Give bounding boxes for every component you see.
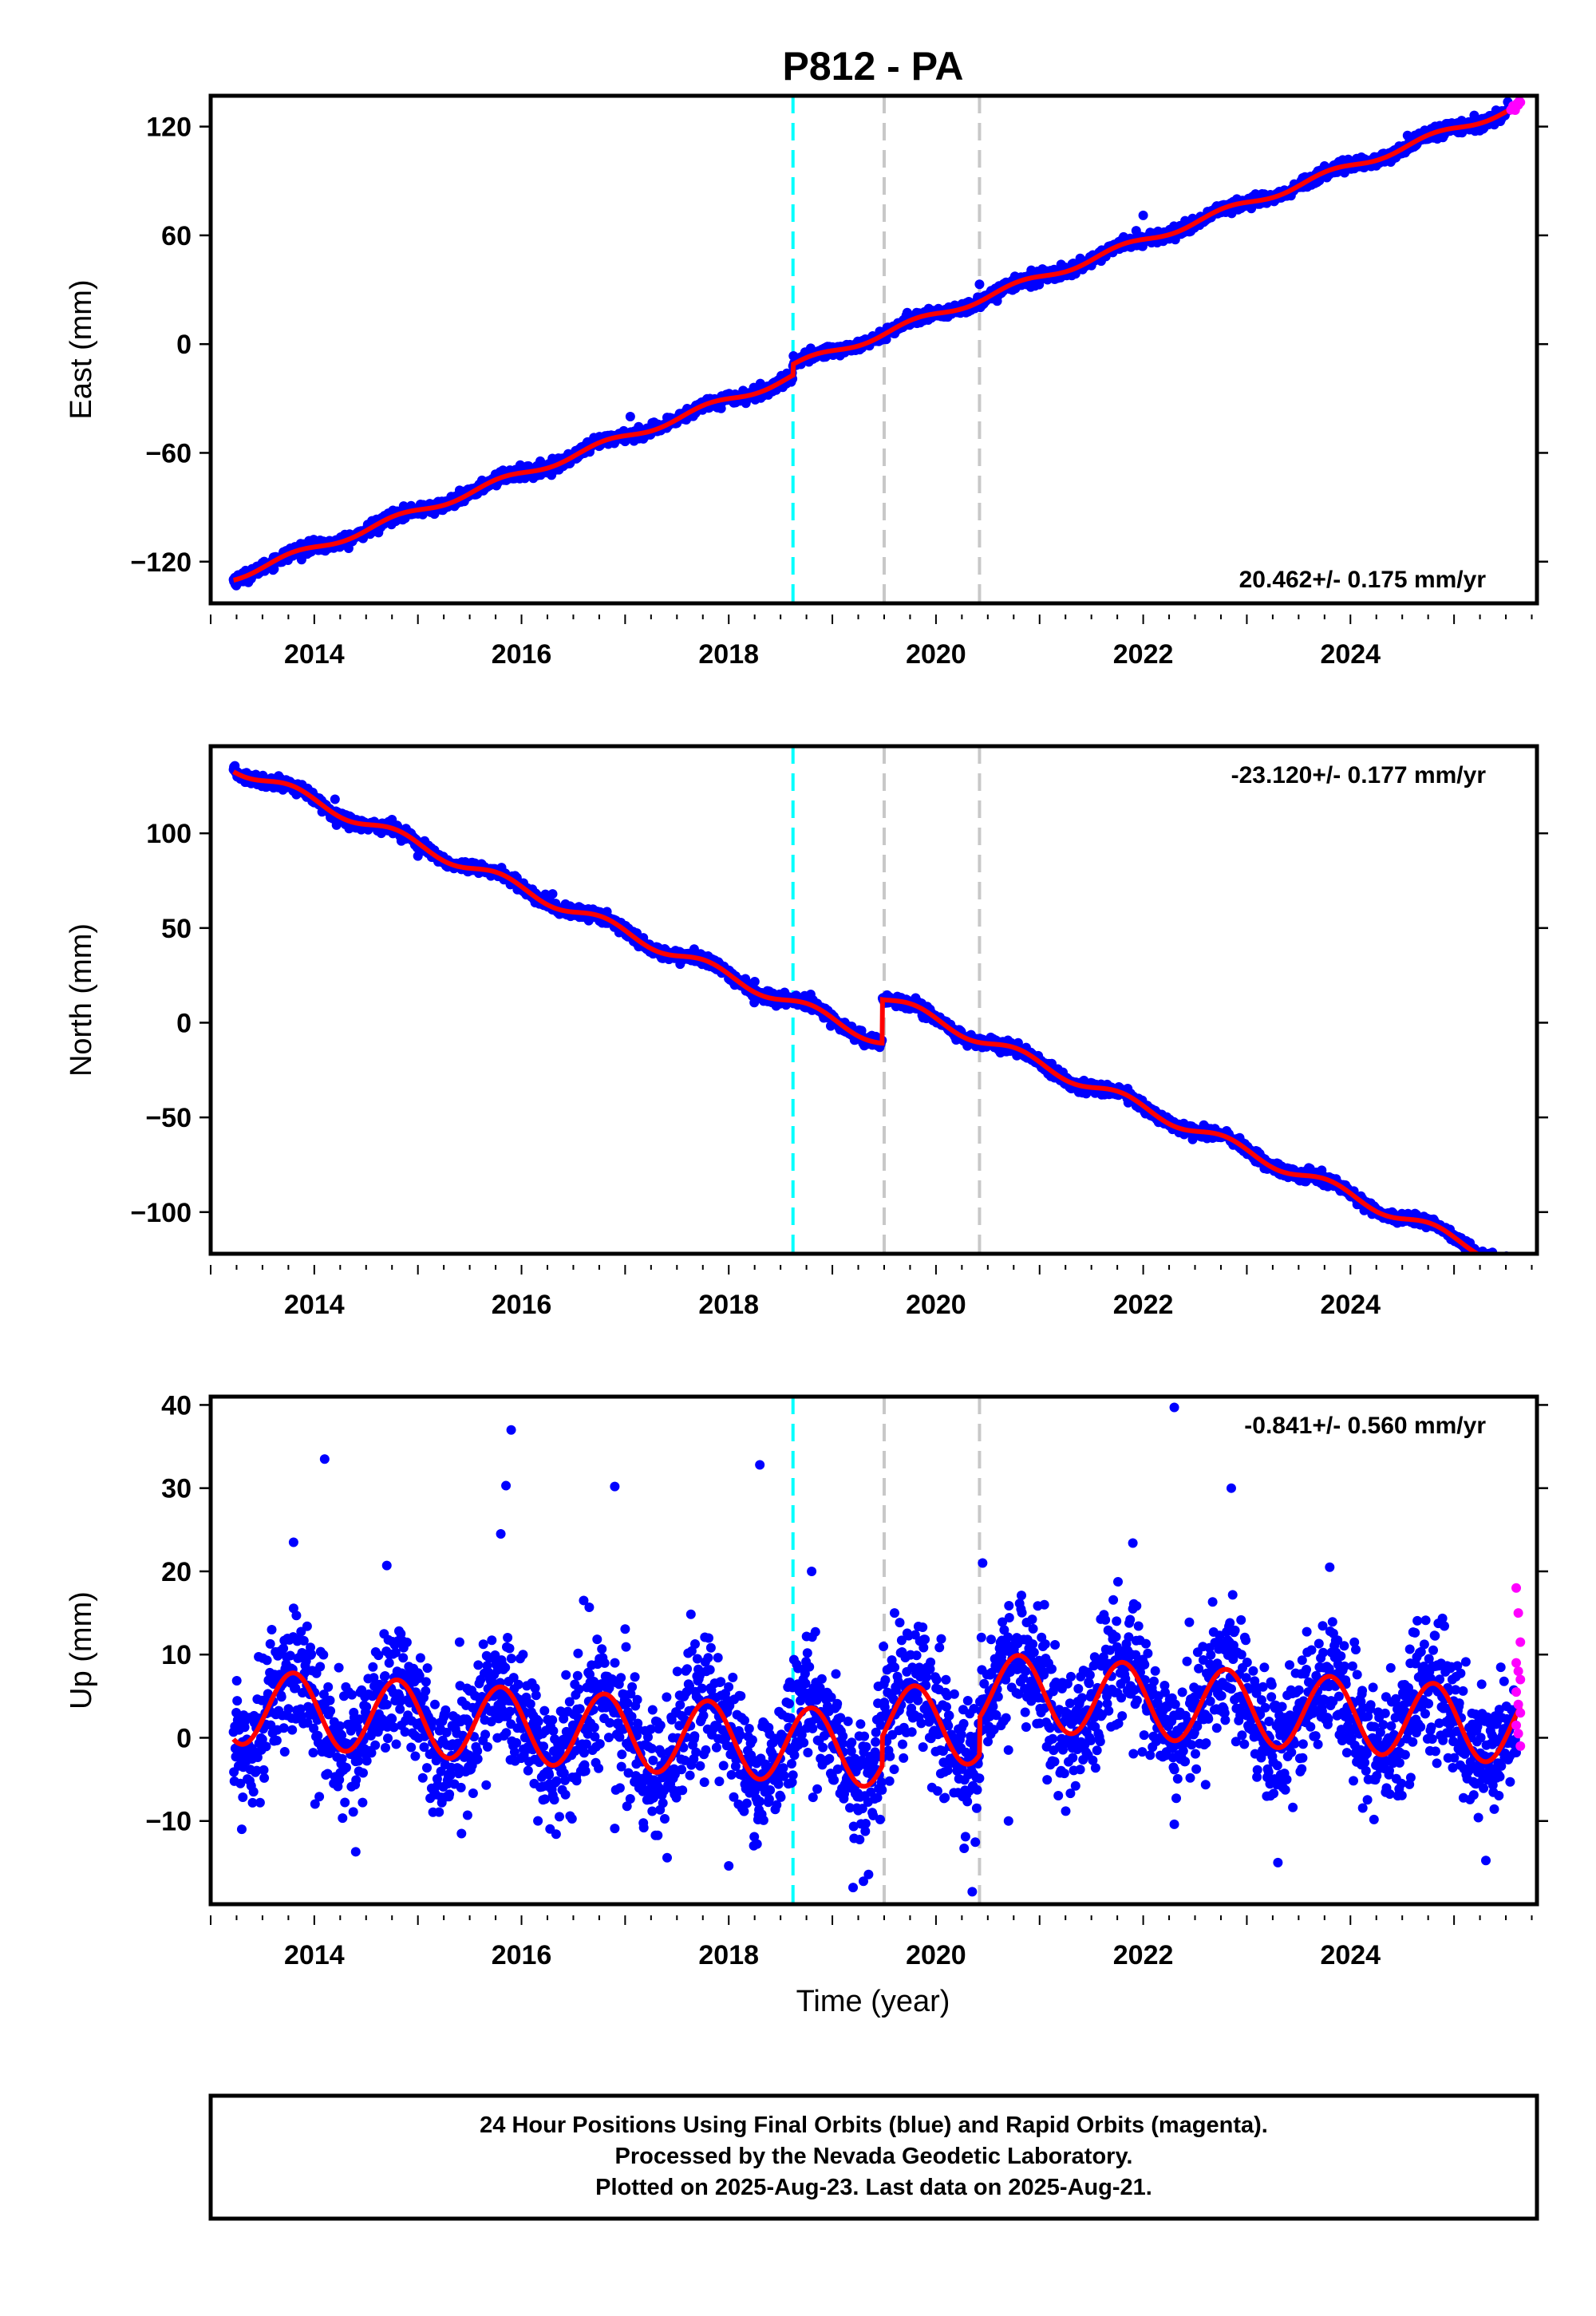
x-tick-label: 2020 [906,639,966,670]
station-title: P812 - PA [783,44,964,89]
outlier-point [625,412,635,422]
east-panel: −120 −60 0 60 120 2014 2016 2018 2020 2022 2024 Eas… [65,93,1548,670]
outlier-point [974,279,985,290]
x-tick-label: 2014 [284,639,345,670]
y-tick-label: 0 [176,330,192,360]
y-tick-label: 120 [146,113,192,143]
outlier-point [1138,210,1148,220]
x-tick-label: 2018 [698,639,759,670]
y-tick-label: 60 [161,221,192,251]
y-axis-label: East (mm) [65,279,98,419]
x-tick-label: 2022 [1113,639,1174,670]
velocity-annotation: 20.462+/- 0.175 mm/yr [1239,567,1487,593]
x-tick-label: 2016 [492,639,552,670]
rapid-point [1515,97,1526,108]
x-tick-label: 2024 [1320,639,1381,670]
y-tick-label: −60 [145,438,192,468]
outlier-point [373,528,384,538]
y-tick-label: −120 [130,547,192,578]
data-point [269,564,279,574]
data-point [749,977,760,986]
